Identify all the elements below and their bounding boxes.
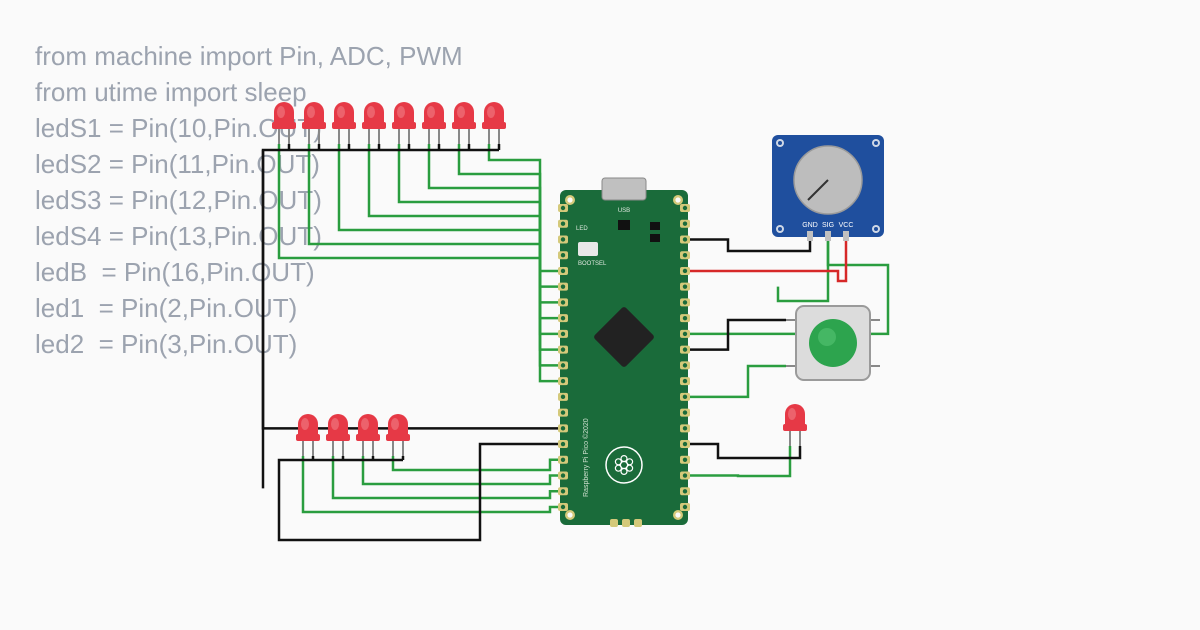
svg-text:GND: GND <box>802 222 818 229</box>
svg-text:USB: USB <box>618 208 630 214</box>
svg-text:Raspberry Pi Pico ©2020: Raspberry Pi Pico ©2020 <box>582 418 590 497</box>
circuit-diagram: USB LED BOOTSEL Raspberry Pi Pico ©2020 GND… <box>0 0 1200 630</box>
svg-text:LED: LED <box>576 226 588 232</box>
push-button <box>786 306 880 380</box>
svg-text:VCC: VCC <box>839 222 854 229</box>
svg-text:SIG: SIG <box>822 222 834 229</box>
svg-text:BOOTSEL: BOOTSEL <box>578 261 607 267</box>
led-row-top <box>272 102 506 144</box>
raspberry-pi-pico: USB LED BOOTSEL Raspberry Pi Pico ©2020 <box>558 178 690 527</box>
led-single <box>783 404 807 446</box>
potentiometer-module: GND SIG VCC <box>772 135 884 241</box>
led-row-bottom <box>296 414 410 456</box>
